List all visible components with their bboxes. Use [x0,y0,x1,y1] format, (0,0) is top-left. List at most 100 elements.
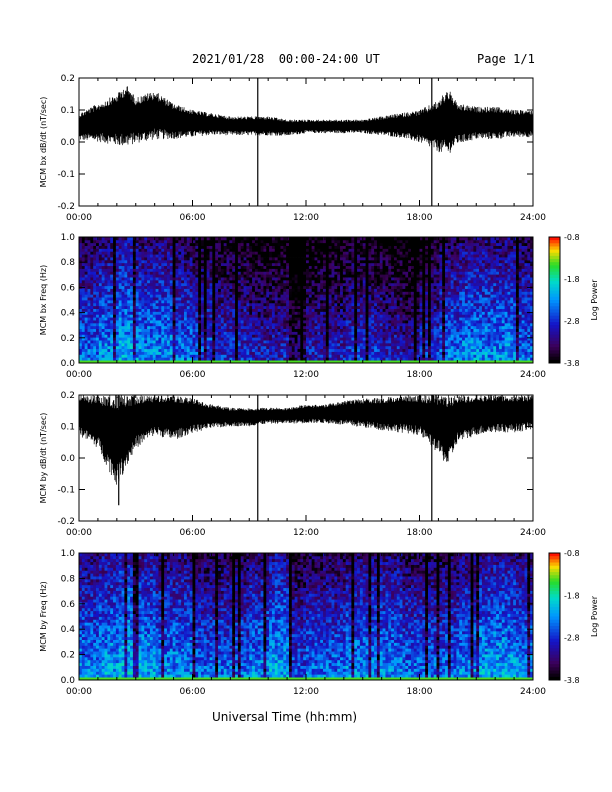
spectrogram-cell [328,322,332,327]
spectrogram-cell [274,242,279,246]
spectrogram-cell [376,351,381,355]
spectrogram-cell [149,337,154,341]
spectrogram-cell [320,291,324,295]
spectrogram-cell [138,242,142,246]
spectrogram-cell [127,311,131,315]
spectrogram-cell [266,285,270,289]
spectrogram-cell [212,257,216,261]
spectrogram-cell [138,302,142,307]
spectrogram-cell [127,305,131,309]
spectrogram-cell [110,251,114,255]
spectrogram-cell [308,262,313,267]
spectrogram-cell [274,282,279,287]
spectrogram-cell [101,268,105,272]
spectrogram-cell [291,348,296,352]
spectrogram-cell [192,300,196,304]
spectrogram-cell [337,300,341,304]
spectrogram-cell [311,291,315,295]
spectrogram-cell [271,308,276,312]
spectrogram-cell [283,294,287,298]
spectrogram-cell [135,317,139,321]
spectrogram-cell [354,357,358,361]
spectrogram-cell [391,348,395,352]
spectrogram-cell [303,322,307,327]
spectrogram-cell [382,265,386,269]
spectrogram-cell [147,337,151,341]
dbdt-trace [78,86,534,153]
spectrogram-cell [374,317,378,321]
spectrogram-cell [79,257,83,261]
spectrogram-cell [280,325,284,330]
spectrogram-cell [362,268,366,272]
spectrogram-cell [337,259,341,264]
spectrogram-cell [93,268,97,272]
spectrogram-cell [376,274,381,278]
spectrogram-cell [209,242,213,246]
spectrogram-cell [283,271,287,275]
spectrogram-cell [169,297,174,301]
spectrogram-cell [124,340,128,344]
spectrogram-cell [212,360,216,364]
spectrogram-cell [235,259,239,264]
spectrogram-cell [317,285,321,289]
spectrogram-cell [254,254,259,258]
spectrogram-cell [249,345,253,350]
spectrogram-cell [306,354,310,358]
spectrogram-cell [132,320,137,324]
spectrogram-cell [306,285,310,289]
spectrogram-cell [342,294,347,298]
spectrogram-cell [226,288,230,292]
spectrogram-cell [115,265,120,269]
spectrogram-cell [288,254,293,258]
spectrogram-cell [300,274,304,278]
spectrogram-cell [345,348,349,352]
spectrogram-cell [118,262,122,267]
spectrogram-cell [266,325,270,330]
spectrogram-cell [382,305,386,309]
spectrogram-cell [320,288,324,292]
spectrogram-cell [144,328,148,332]
spectrogram-cell [127,354,131,358]
spectrogram-cell [266,282,270,287]
spectrogram-cell [121,245,125,249]
spectrogram-cell [323,302,327,307]
spectrogram-cell [371,271,375,275]
spectrogram-cell [374,354,378,358]
spectrogram-cell [107,351,111,355]
spectrogram-cell [331,320,335,324]
spectrogram-cell [365,274,369,278]
spectrogram-cell [192,251,196,255]
spectrogram-cell [311,302,315,307]
spectrogram-cell [385,337,389,341]
spectrogram-cell [96,334,100,338]
spectrogram-cell [328,254,332,258]
spectrogram-cell [152,268,157,272]
spectrogram-cell [314,360,318,364]
spectrogram-cell [371,305,375,309]
spectrogram-cell [308,351,313,355]
spectrogram-cell [342,322,347,327]
spectrogram-cell [161,320,165,324]
spectrogram-cell [209,282,213,287]
spectrogram-cell [260,274,264,278]
spectrogram-cell [178,282,182,287]
spectrogram-cell [331,334,335,338]
spectrogram-cell [155,279,159,284]
spectrogram-cell [246,360,250,364]
spectrogram-cell [257,285,261,289]
spectrogram-cell [87,294,91,298]
spectrogram-cell [328,357,332,361]
spectrogram-cell [155,302,159,307]
spectrogram-cell [269,317,273,321]
spectrogram-cell [161,337,165,341]
spectrogram-cell [81,348,86,352]
spectrogram-cell [351,340,355,344]
spectrogram-cell [303,317,307,321]
spectrogram-cell [359,239,364,244]
spectrogram-cell [235,322,239,327]
spectrogram-cell [215,274,219,278]
spectrogram-cell [81,305,86,309]
spectrogram-cell [300,248,304,252]
spectrogram-cell [201,245,205,249]
spectrogram-cell [189,297,193,301]
